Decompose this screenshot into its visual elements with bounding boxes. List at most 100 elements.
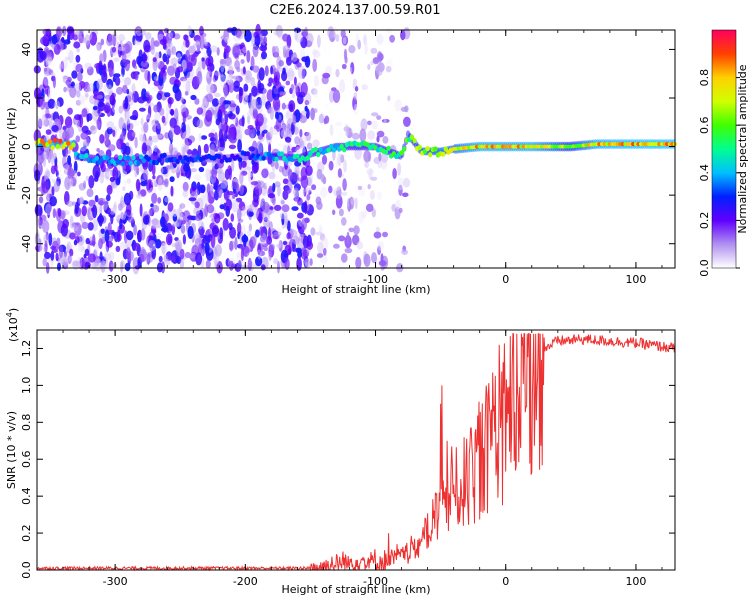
spectrogram-noise-blob xyxy=(53,180,60,193)
spectrogram-ridge-cell xyxy=(313,146,318,152)
spectrogram-noise-blob xyxy=(113,73,121,78)
spectrogram-noise-blob xyxy=(287,70,295,78)
spectrogram-noise-blob xyxy=(121,65,125,78)
spectrogram-noise-blob xyxy=(340,29,346,38)
spectrogram-ridge-cell xyxy=(131,155,136,161)
spectrogram-noise-blob xyxy=(402,177,411,188)
spectrogram-noise-blob xyxy=(189,253,196,259)
spectrogram-noise-blob xyxy=(151,192,158,204)
spectrogram-noise-blob xyxy=(242,93,249,105)
spectrogram-noise-blob xyxy=(378,260,387,267)
spectrogram-noise-blob xyxy=(210,83,218,94)
spectrogram-noise-blob xyxy=(99,134,105,144)
spectrogram-noise-blob xyxy=(394,99,403,112)
colorbar-gradient xyxy=(712,30,736,268)
spectrogram-noise-blob xyxy=(200,79,208,89)
spectrogram-noise-blob xyxy=(103,252,112,261)
spectrogram-noise-blob xyxy=(312,50,321,59)
spectrogram-noise-blob xyxy=(125,41,133,53)
spectrogram-noise-blob xyxy=(90,207,95,213)
colorbar-ticks: 0.0 0.2 0.4 0.6 0.8 xyxy=(698,69,740,277)
spectrogram-noise-blob xyxy=(285,110,293,120)
spectrogram-noise-blob xyxy=(112,231,116,237)
spectrogram-noise-blob xyxy=(241,234,249,243)
spectrogram-noise-blob xyxy=(159,39,167,46)
spectrogram-noise-blob xyxy=(376,130,385,138)
spectrogram-noise-blob xyxy=(248,127,256,139)
spectrogram-noise-blob xyxy=(112,185,120,198)
spectrogram-noise-blob xyxy=(115,177,121,186)
snr-border xyxy=(36,329,676,571)
spectrogram-noise-blob xyxy=(323,117,328,125)
spectrogram-noise-blob xyxy=(292,235,300,245)
spectrogram-noise-blob xyxy=(270,65,274,75)
spectrogram-ridge-cell xyxy=(409,134,415,140)
spectrogram-noise-blob xyxy=(341,253,348,263)
spectrogram-noise-blob xyxy=(228,167,232,180)
spectrogram-noise-blob xyxy=(401,249,408,255)
spectrogram-noise-blob xyxy=(246,172,254,178)
spectrogram-noise-blob xyxy=(168,97,172,109)
spectrogram-noise-blob xyxy=(99,171,106,178)
spectrogram-x-tick-label: -300 xyxy=(103,273,128,286)
spectrogram-noise-blob xyxy=(176,207,183,219)
spectrogram-noise-blob xyxy=(317,241,324,254)
spectrogram-noise-blob xyxy=(75,63,83,73)
spectrogram-noise-blob xyxy=(273,231,282,237)
spectrogram-noise-blob xyxy=(68,248,74,257)
spectrogram-ridge-cell xyxy=(433,146,438,152)
spectrogram-noise-blob xyxy=(269,206,274,211)
spectrogram-noise-blob xyxy=(268,227,271,241)
spectrogram-noise-blob xyxy=(151,135,159,143)
spectrogram-noise-blob xyxy=(77,72,83,82)
spectrogram-noise-blob xyxy=(300,82,308,96)
spectrogram-noise-blob xyxy=(97,101,106,112)
spectrogram-noise-blob xyxy=(58,87,65,99)
spectrogram-noise-blob xyxy=(187,215,194,220)
spectrogram-x-tick-label: 0 xyxy=(502,273,509,286)
spectrogram-noise-blob xyxy=(42,114,47,127)
spectrogram-noise-blob xyxy=(140,181,148,187)
spectrogram-noise-blob xyxy=(313,75,320,87)
spectrogram-noise-blob xyxy=(169,117,177,129)
spectrogram-noise-blob xyxy=(353,92,358,100)
spectrogram-noise-blob xyxy=(42,151,48,160)
spectrogram-noise-blob xyxy=(95,241,99,255)
spectrogram-noise-blob xyxy=(92,234,96,247)
spectrogram-noise-blob xyxy=(275,67,284,73)
spectrogram-noise-blob xyxy=(386,27,392,34)
spectrogram-noise-blob xyxy=(143,121,149,133)
spectrogram-noise-blob xyxy=(367,130,376,140)
spectrogram-noise-blob xyxy=(329,124,334,136)
spectrogram-noise-blob xyxy=(259,235,266,243)
spectrogram-noise-blob xyxy=(140,228,146,241)
spectrogram-noise-blob xyxy=(335,194,343,209)
spectrogram-noise-blob xyxy=(85,136,90,147)
spectrogram-ridge-cell xyxy=(331,147,337,153)
spectrogram-noise-blob xyxy=(81,108,88,118)
spectrogram-noise-blob xyxy=(172,63,177,73)
spectrogram-noise-blob xyxy=(120,218,127,224)
spectrogram-noise-blob xyxy=(163,27,170,34)
spectrogram-noise-blob xyxy=(100,259,106,273)
spectrogram-noise-blob xyxy=(315,231,323,236)
spectrogram-noise-blob xyxy=(185,39,190,48)
spectrogram-noise-blob xyxy=(286,67,295,82)
spectrogram-ridge-cell xyxy=(326,147,331,153)
spectrogram-noise-blob xyxy=(122,186,126,192)
spectrogram-noise-blob xyxy=(310,227,316,236)
spectrogram-noise-blob xyxy=(137,231,142,241)
spectrogram-noise-blob xyxy=(211,98,219,107)
spectrogram-noise-blob xyxy=(136,193,143,199)
spectrogram-noise-blob xyxy=(105,169,110,180)
snr-x-tick-label: 0 xyxy=(502,575,509,588)
spectrogram-noise-blob xyxy=(284,215,288,229)
spectrogram-noise-blob xyxy=(96,78,103,91)
spectrogram-noise-blob xyxy=(348,45,356,54)
spectrogram-noise-blob xyxy=(179,259,185,269)
spectrogram-noise-blob xyxy=(305,165,313,177)
spectrogram-noise-blob xyxy=(165,56,170,65)
spectrogram-noise-blob xyxy=(78,234,85,246)
spectrogram-noise-blob xyxy=(308,190,312,195)
spectrogram-noise-blob xyxy=(71,70,78,79)
